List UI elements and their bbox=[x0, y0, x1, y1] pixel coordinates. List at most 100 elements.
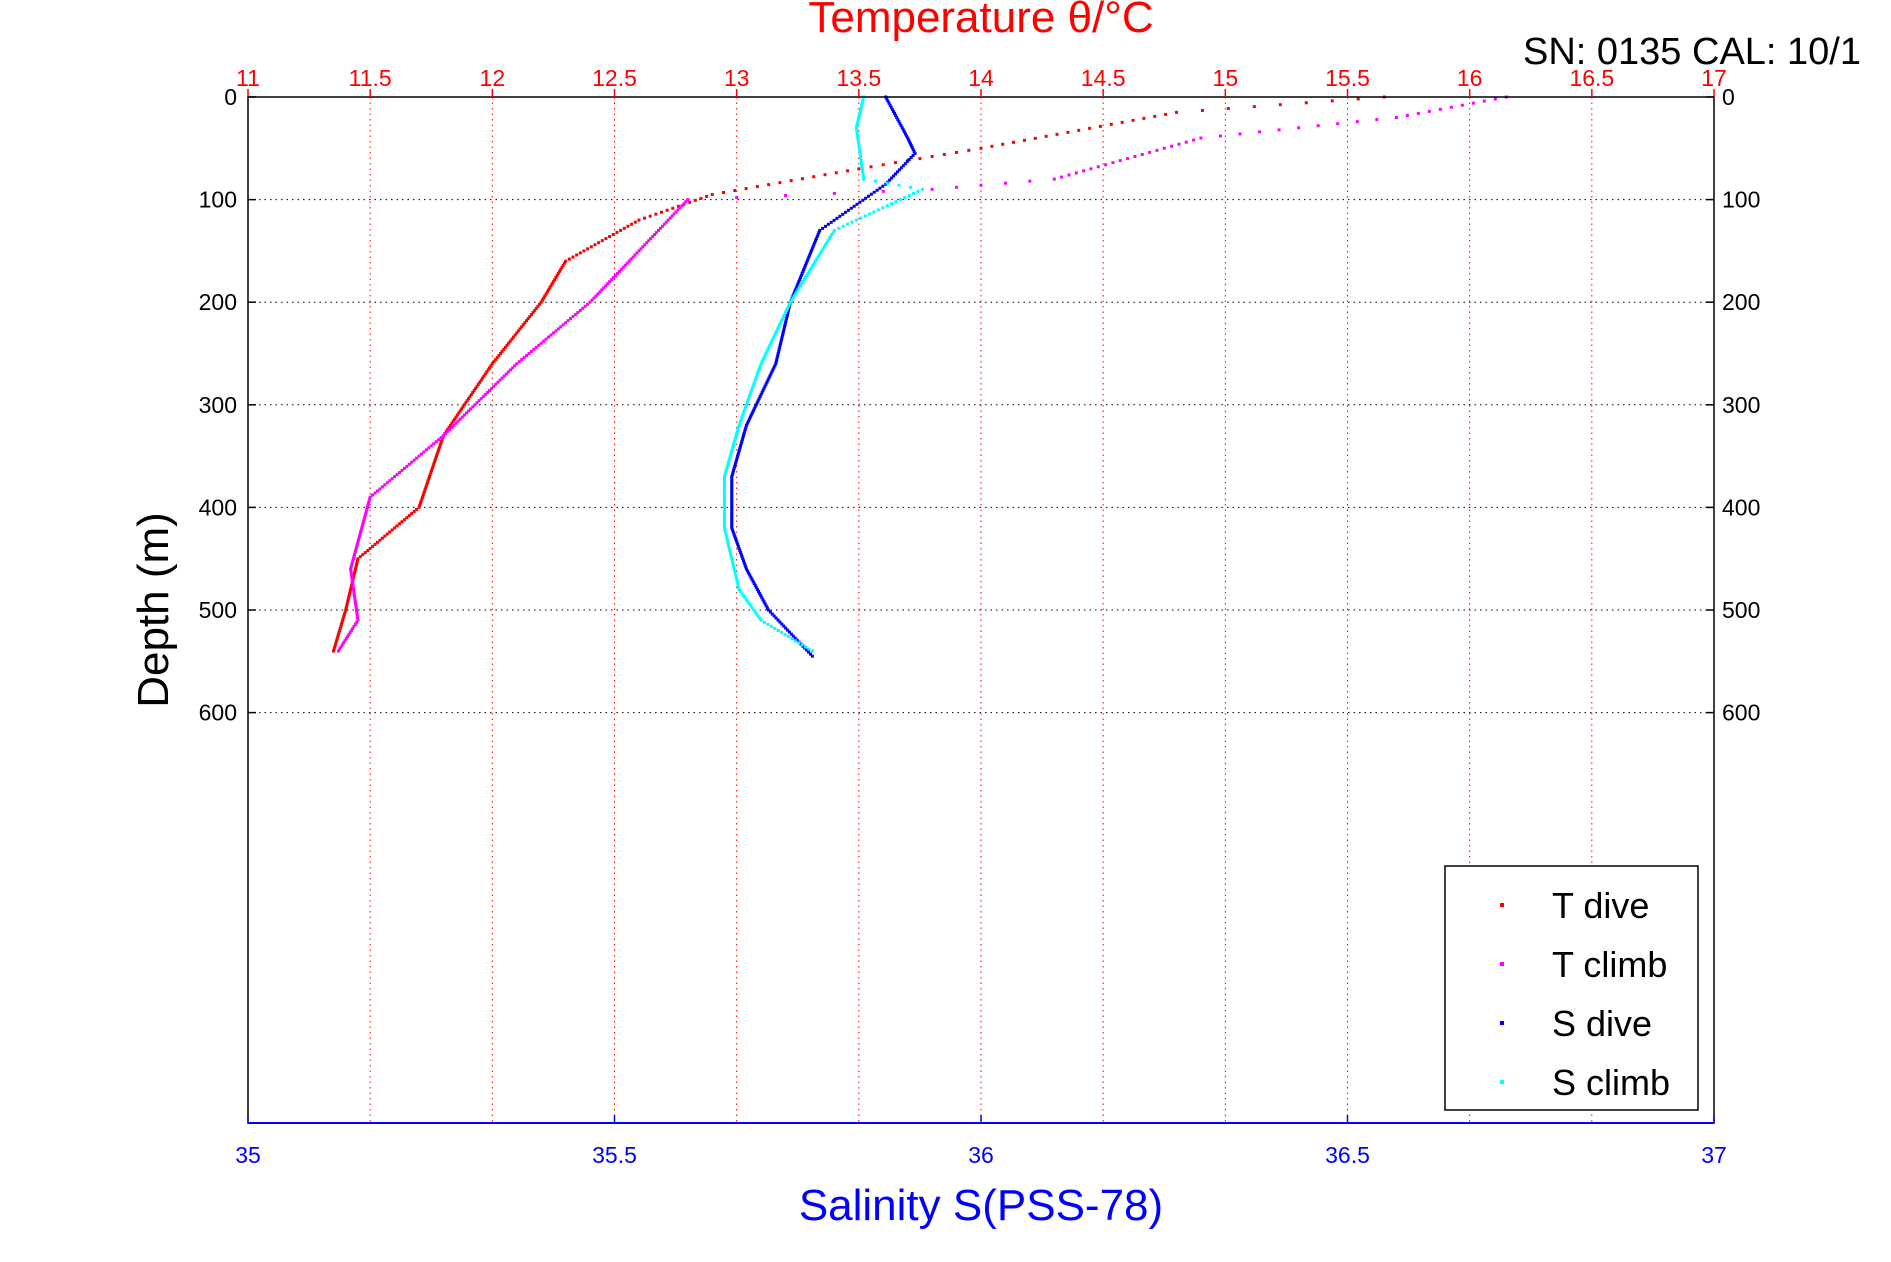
data-point bbox=[897, 183, 901, 187]
data-point bbox=[795, 638, 799, 642]
data-point bbox=[781, 317, 785, 321]
data-point bbox=[428, 473, 432, 477]
data-point bbox=[733, 189, 737, 193]
data-point bbox=[462, 413, 466, 417]
data-point bbox=[578, 308, 582, 312]
data-point bbox=[516, 329, 520, 333]
data-point bbox=[838, 214, 842, 218]
data-point bbox=[856, 140, 860, 144]
data-point bbox=[422, 491, 426, 495]
data-point bbox=[766, 622, 770, 626]
data-point bbox=[604, 284, 608, 288]
data-point bbox=[534, 306, 538, 310]
data-point bbox=[522, 356, 526, 360]
data-point bbox=[738, 421, 742, 425]
data-point bbox=[671, 206, 675, 210]
data-point bbox=[410, 512, 414, 516]
data-point bbox=[402, 466, 406, 470]
data-point bbox=[763, 602, 767, 606]
data-point bbox=[523, 321, 527, 325]
data-point bbox=[826, 222, 830, 226]
data-point bbox=[763, 384, 767, 388]
data-point bbox=[561, 323, 565, 327]
data-point bbox=[787, 302, 791, 306]
data-point bbox=[774, 616, 778, 620]
data-point bbox=[858, 148, 862, 152]
data-point bbox=[742, 411, 746, 415]
data-point bbox=[1033, 136, 1037, 140]
data-point bbox=[505, 343, 509, 347]
data-point bbox=[765, 380, 769, 384]
data-point bbox=[817, 253, 821, 257]
data-point bbox=[793, 292, 797, 296]
data-point bbox=[724, 532, 728, 536]
data-point bbox=[526, 317, 530, 321]
data-point bbox=[771, 337, 775, 341]
data-point bbox=[564, 321, 568, 325]
data-point bbox=[366, 503, 370, 507]
data-point bbox=[615, 271, 619, 275]
data-point bbox=[355, 542, 359, 546]
y-axis-label-depth: Depth (m) bbox=[129, 512, 178, 708]
data-point bbox=[705, 194, 709, 198]
data-point bbox=[765, 606, 769, 610]
data-point bbox=[823, 173, 827, 177]
data-point bbox=[730, 522, 734, 526]
data-point bbox=[497, 354, 501, 358]
data-point bbox=[730, 495, 734, 499]
data-point bbox=[903, 196, 907, 200]
data-point bbox=[762, 600, 766, 604]
data-point bbox=[890, 202, 894, 206]
data-point bbox=[1218, 134, 1222, 138]
data-point bbox=[341, 616, 345, 620]
data-point bbox=[730, 503, 734, 507]
data-point bbox=[415, 507, 419, 511]
data-point bbox=[770, 612, 774, 616]
data-point bbox=[784, 193, 788, 197]
data-point bbox=[542, 339, 546, 343]
data-point bbox=[368, 495, 372, 499]
data-point bbox=[448, 427, 452, 431]
data-point bbox=[544, 292, 548, 296]
data-point bbox=[857, 144, 861, 148]
data-point bbox=[771, 368, 775, 372]
data-point bbox=[473, 403, 477, 407]
data-point bbox=[353, 596, 357, 600]
data-point bbox=[736, 542, 740, 546]
data-point bbox=[1416, 111, 1420, 115]
data-point bbox=[455, 413, 459, 417]
data-point bbox=[469, 407, 473, 411]
data-point bbox=[798, 278, 802, 282]
data-point bbox=[861, 99, 865, 103]
data-point bbox=[450, 425, 454, 429]
data-point bbox=[336, 633, 340, 637]
data-point bbox=[623, 263, 627, 267]
data-point bbox=[812, 175, 816, 179]
data-point bbox=[344, 606, 348, 610]
data-point bbox=[793, 290, 797, 294]
data-point bbox=[728, 551, 732, 555]
data-point bbox=[439, 440, 443, 444]
data-point bbox=[859, 161, 863, 165]
data-point bbox=[776, 354, 780, 358]
data-point bbox=[334, 641, 338, 645]
data-point bbox=[395, 524, 399, 528]
data-point bbox=[668, 216, 672, 220]
data-point bbox=[762, 386, 766, 390]
data-point bbox=[354, 602, 358, 606]
data-point bbox=[434, 456, 438, 460]
data-point bbox=[575, 253, 579, 257]
data-point bbox=[747, 397, 751, 401]
data-point bbox=[397, 471, 401, 475]
data-point bbox=[844, 210, 848, 214]
data-point bbox=[793, 639, 797, 643]
data-point bbox=[860, 167, 864, 171]
data-point bbox=[515, 331, 519, 335]
data-point bbox=[748, 393, 752, 397]
data-point bbox=[360, 526, 364, 530]
y-tick-label-right: 400 bbox=[1722, 494, 1760, 520]
data-point bbox=[688, 200, 692, 204]
data-point bbox=[722, 503, 726, 507]
data-point bbox=[814, 239, 818, 243]
data-point bbox=[911, 148, 915, 152]
